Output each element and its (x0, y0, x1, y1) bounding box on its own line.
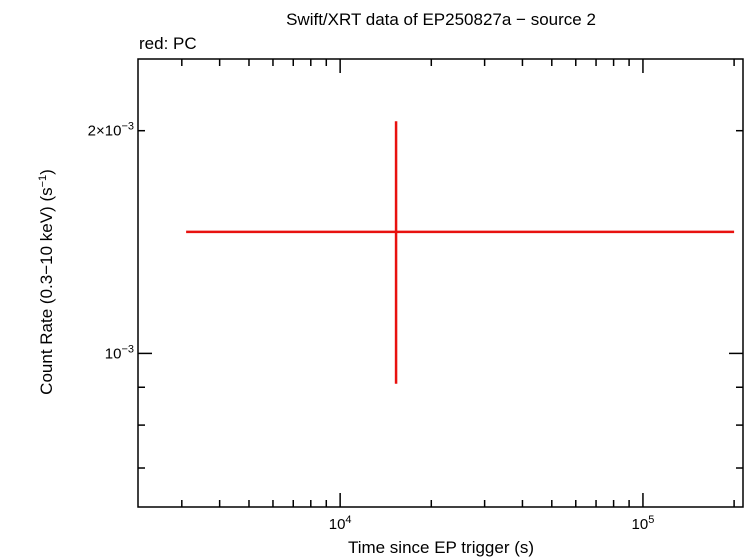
plot-frame (137, 58, 744, 508)
legend-text: red: PC (139, 34, 197, 53)
chart-title: Swift/XRT data of EP250827a − source 2 (286, 10, 596, 29)
y-tick-label-base: 2×10 (88, 123, 122, 140)
x-tick-label-exp: 4 (345, 514, 351, 526)
y-axis-label-sup: −1 (37, 175, 49, 188)
data-marks (186, 121, 735, 384)
x-axis-label: Time since EP trigger (s) (348, 538, 534, 557)
y-tick-label-exp: −3 (121, 343, 134, 355)
x-tick-label: 104 (329, 514, 352, 533)
y-axis-label-main: Count Rate (0.3−10 keV) (s (37, 187, 56, 394)
x-tick-label: 105 (632, 514, 655, 533)
x-tick-label-base: 10 (329, 516, 346, 533)
x-tick-label-base: 10 (632, 516, 649, 533)
axis-ticks (138, 59, 743, 507)
y-tick-label-exp: −3 (121, 121, 134, 133)
y-axis-label: Count Rate (0.3−10 keV) (s−1) (37, 169, 56, 395)
x-tick-label-exp: 5 (648, 514, 654, 526)
y-tick-label: 2×10−3 (88, 121, 134, 140)
y-axis-label-close: ) (37, 169, 56, 175)
y-tick-label: 10−3 (105, 343, 134, 362)
y-tick-label-base: 10 (105, 345, 122, 362)
